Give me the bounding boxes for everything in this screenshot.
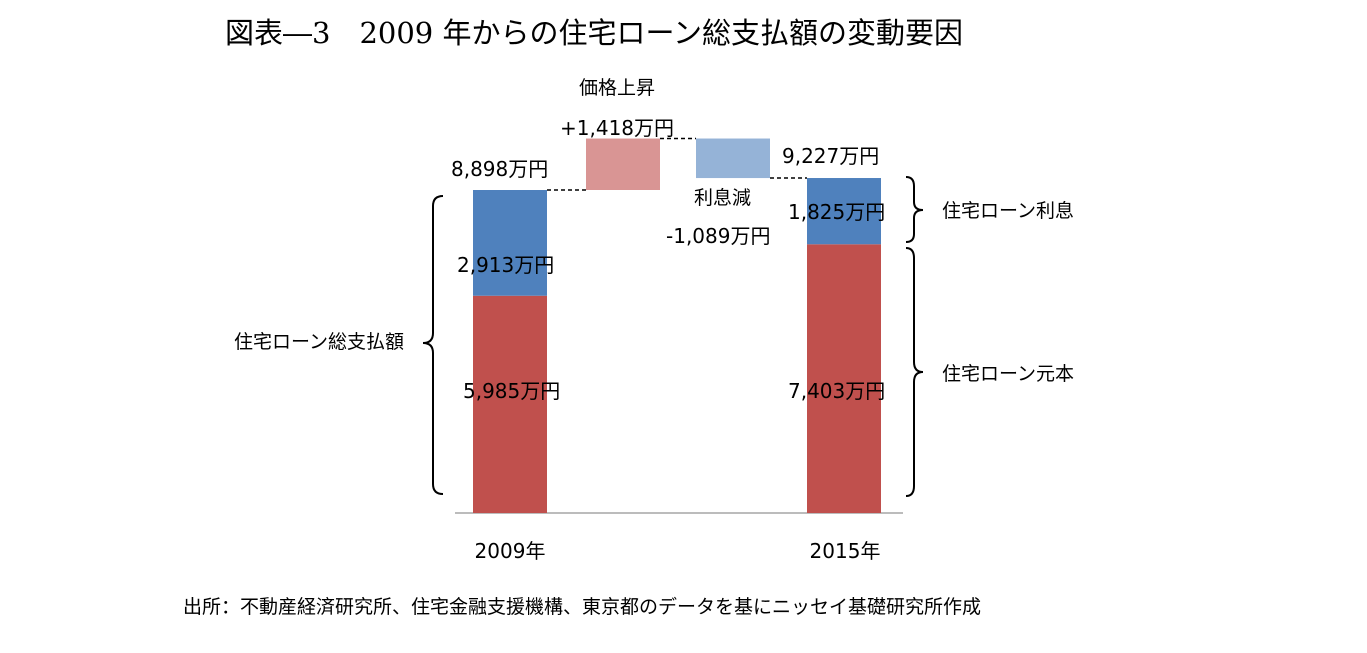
source-note: 出所：不動産経済研究所、住宅金融支援機構、東京都のデータを基にニッセイ基礎研究所… — [183, 596, 982, 618]
bar-principal-2015 — [807, 244, 881, 514]
bar-price-increase — [586, 138, 660, 190]
label-total-2015: 9,227万円 — [782, 144, 879, 168]
label-interest-2015: 1,825万円 — [788, 200, 885, 224]
bar-principal-2009 — [473, 295, 547, 513]
chart-title: 図表―3 2009 年からの住宅ローン総支払額の変動要因 — [225, 16, 964, 50]
label-step-decrease-name: 利息減 — [694, 187, 751, 209]
label-bracket-total: 住宅ローン総支払額 — [234, 331, 404, 353]
label-interest-2009: 2,913万円 — [457, 253, 554, 277]
x-tick-label-2015: 2015年 — [810, 539, 881, 563]
label-principal-2015: 7,403万円 — [788, 379, 885, 403]
label-bracket-principal: 住宅ローン元本 — [942, 363, 1074, 385]
label-total-2009: 8,898万円 — [451, 157, 548, 181]
label-principal-2009: 5,985万円 — [463, 379, 560, 403]
bracket-interest — [905, 176, 924, 243]
label-step-decrease-value: -1,089万円 — [666, 224, 770, 248]
label-step-increase-name: 価格上昇 — [579, 77, 655, 99]
x-tick-label-2009: 2009年 — [475, 539, 546, 563]
bracket-total — [422, 195, 444, 495]
label-bracket-interest: 住宅ローン利息 — [942, 200, 1074, 222]
label-step-increase-value: +1,418万円 — [560, 116, 674, 140]
bar-interest-2015 — [807, 178, 881, 245]
bar-interest-2009 — [473, 190, 547, 296]
bar-interest-decrease — [696, 138, 770, 179]
bracket-principal — [905, 247, 924, 497]
